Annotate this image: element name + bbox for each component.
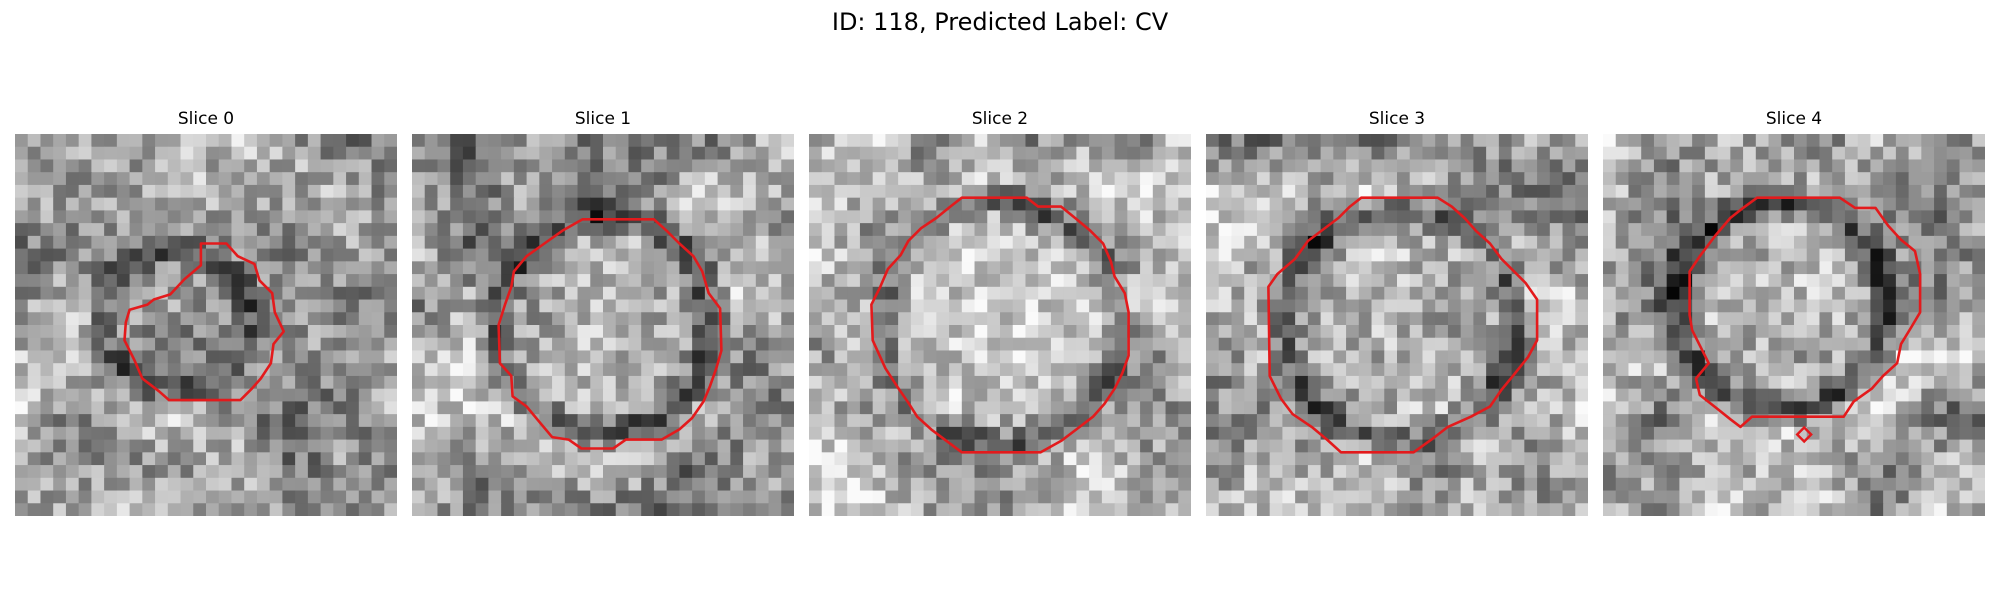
segmentation-contour	[123, 242, 286, 402]
slice-svg-0	[15, 134, 397, 516]
segmentation-contour	[870, 196, 1130, 454]
slice-image-2	[809, 134, 1191, 516]
slice-svg-4	[1603, 134, 1985, 516]
slice-svg-3	[1206, 134, 1588, 516]
slice-image-4	[1603, 134, 1985, 516]
slice-pixels	[809, 134, 1191, 516]
slice-panel-0: Slice 0	[15, 108, 397, 516]
segmentation-contour	[497, 218, 723, 450]
slice-image-0	[15, 134, 397, 516]
slice-title-3: Slice 3	[1368, 109, 1426, 129]
slice-pixels	[412, 134, 794, 516]
slice-panel-4: Slice 4	[1603, 108, 1985, 516]
figure-title: ID: 118, Predicted Label: CV	[831, 8, 1169, 36]
segmentation-contour-fragment	[1795, 425, 1813, 444]
slice-title-1: Slice 1	[574, 109, 632, 129]
segmentation-contour	[1267, 196, 1539, 454]
slice-svg-2	[809, 134, 1191, 516]
slice-panel-1: Slice 1	[412, 108, 794, 516]
slice-pixels	[15, 134, 397, 516]
slice-image-3	[1206, 134, 1588, 516]
segmentation-contour	[1688, 196, 1922, 429]
slice-title-4: Slice 4	[1765, 109, 1823, 129]
slice-image-1	[412, 134, 794, 516]
slice-title-2: Slice 2	[971, 109, 1029, 129]
slice-svg-1	[412, 134, 794, 516]
slice-pixels	[1603, 134, 1985, 516]
slice-pixels	[1206, 134, 1588, 516]
slice-title-0: Slice 0	[177, 109, 235, 129]
slice-panel-2: Slice 2	[809, 108, 1191, 516]
slice-panel-3: Slice 3	[1206, 108, 1588, 516]
